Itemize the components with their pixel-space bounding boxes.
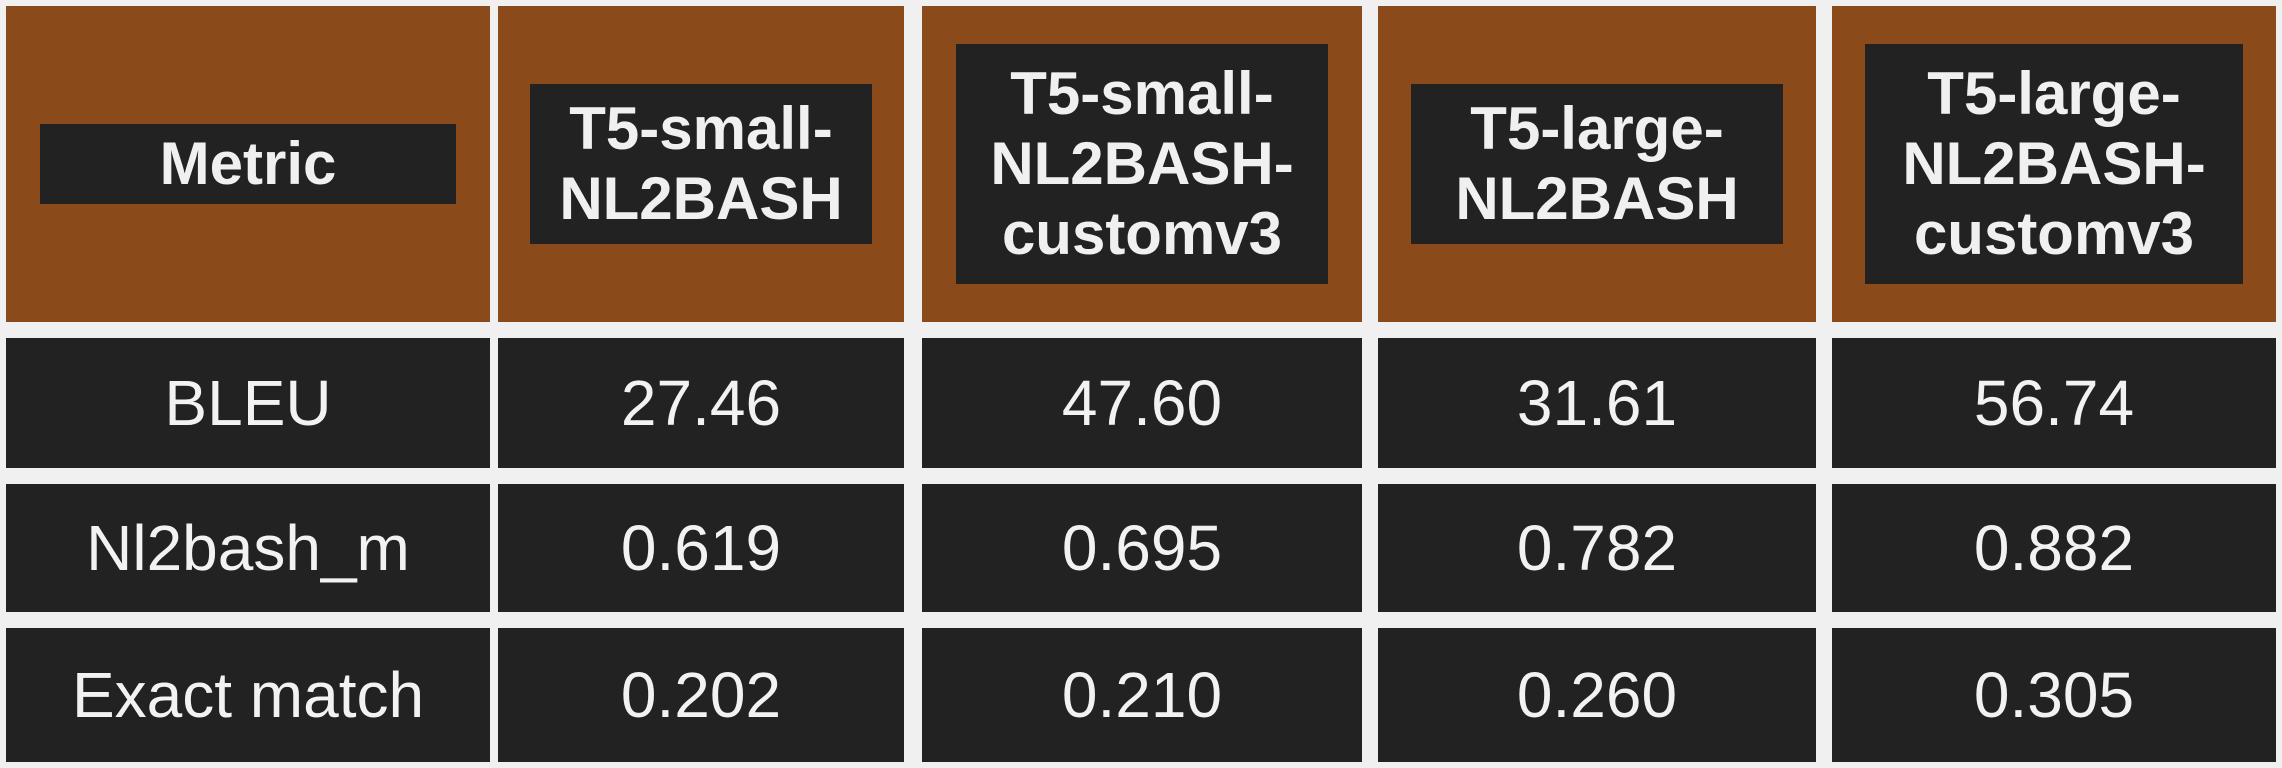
header-cell-t5-small-customv3: T5-small- NL2BASH- customv3 [922, 6, 1362, 322]
row-nl2bash-m-t5-large: 0.782 [1378, 484, 1816, 612]
row-exact-match-metric: Exact match [6, 628, 490, 762]
row-exact-match-t5-small: 0.202 [498, 628, 904, 762]
header-line: T5-large- [1470, 95, 1724, 162]
header-label-t5-large: T5-large- NL2BASH [1411, 84, 1783, 244]
header-label-t5-small-customv3: T5-small- NL2BASH- customv3 [956, 44, 1328, 284]
row-nl2bash-m-t5-large-customv3: 0.882 [1832, 484, 2276, 612]
row-bleu-t5-small: 27.46 [498, 338, 904, 468]
header-cell-t5-large-customv3: T5-large- NL2BASH- customv3 [1832, 6, 2276, 322]
header-line: T5-large- [1927, 60, 2181, 127]
row-nl2bash-m-t5-small-customv3: 0.695 [922, 484, 1362, 612]
header-line: NL2BASH- [1902, 130, 2206, 197]
row-bleu-t5-large-customv3: 56.74 [1832, 338, 2276, 468]
row-bleu-t5-small-customv3: 47.60 [922, 338, 1362, 468]
row-bleu-t5-large: 31.61 [1378, 338, 1816, 468]
row-nl2bash-m-metric: Nl2bash_m [6, 484, 490, 612]
row-nl2bash-m-t5-small: 0.619 [498, 484, 904, 612]
header-line: NL2BASH [1455, 165, 1739, 232]
header-line: customv3 [1913, 200, 2195, 267]
row-exact-match-t5-small-customv3: 0.210 [922, 628, 1362, 762]
header-line: NL2BASH- [990, 130, 1294, 197]
header-line: T5-small- [1010, 60, 1274, 127]
header-line: customv3 [1001, 200, 1283, 267]
header-label-metric: Metric [40, 124, 456, 204]
header-label-t5-small: T5-small- NL2BASH [530, 84, 872, 244]
header-line: NL2BASH [559, 165, 843, 232]
row-bleu-metric: BLEU [6, 338, 490, 468]
header-cell-t5-large: T5-large- NL2BASH [1378, 6, 1816, 322]
row-exact-match-t5-large-customv3: 0.305 [1832, 628, 2276, 762]
row-exact-match-t5-large: 0.260 [1378, 628, 1816, 762]
header-cell-t5-small: T5-small- NL2BASH [498, 6, 904, 322]
header-line: T5-small- [569, 95, 833, 162]
header-cell-metric: Metric [6, 6, 490, 322]
header-line: Metric [159, 130, 337, 197]
header-label-t5-large-customv3: T5-large- NL2BASH- customv3 [1865, 44, 2243, 284]
